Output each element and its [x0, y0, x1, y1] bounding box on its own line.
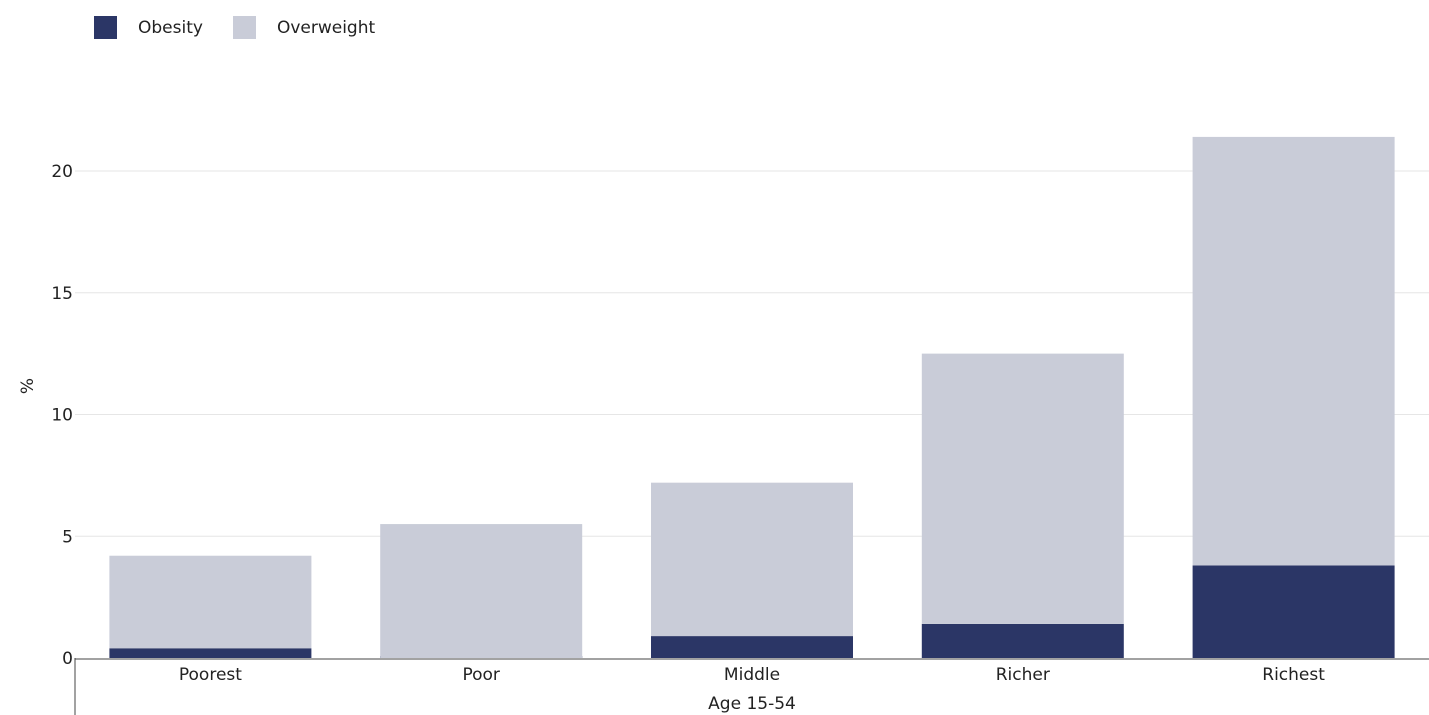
y-axis-title: %	[18, 378, 38, 394]
legend-swatch-overweight	[232, 16, 256, 39]
y-tick-label: 5	[62, 527, 73, 547]
legend-label-overweight: Overweight	[276, 17, 376, 38]
legend: Obesity Overweight	[94, 16, 405, 39]
bars	[109, 136, 1395, 658]
x-tick-label: Middle	[724, 665, 780, 685]
axes: 0 5 10 15 20 Poorest Poor Middle Richer Richest	[51, 162, 1429, 715]
y-tick-label: 10	[51, 406, 73, 426]
x-tick-label: Richest	[1262, 665, 1325, 685]
bar-overweight-richest[interactable]	[1192, 136, 1395, 566]
x-tick-label: Poor	[462, 665, 499, 685]
y-tick-label: 0	[62, 649, 73, 669]
y-tick-label: 20	[51, 162, 73, 182]
legend-swatch-obesity	[94, 16, 117, 39]
bar-overweight-poorest[interactable]	[109, 555, 312, 649]
bar-obesity-richest[interactable]	[1192, 565, 1395, 658]
bar-obesity-poorest[interactable]	[109, 648, 312, 658]
legend-label-obesity: Obesity	[138, 17, 203, 38]
legend-item-overweight[interactable]: Overweight	[232, 16, 376, 39]
bar-overweight-richer[interactable]	[921, 353, 1124, 624]
bar-obesity-richer[interactable]	[921, 623, 1124, 658]
bar-overweight-poor[interactable]	[380, 524, 583, 658]
x-axis-title: Age 15-54	[708, 694, 796, 714]
legend-item-obesity[interactable]: Obesity	[94, 16, 203, 39]
x-tick-label: Richer	[996, 665, 1050, 685]
bar-obesity-middle[interactable]	[651, 636, 853, 658]
x-tick-label: Poorest	[179, 665, 242, 685]
y-tick-label: 15	[51, 284, 73, 304]
bar-overweight-middle[interactable]	[651, 482, 853, 637]
